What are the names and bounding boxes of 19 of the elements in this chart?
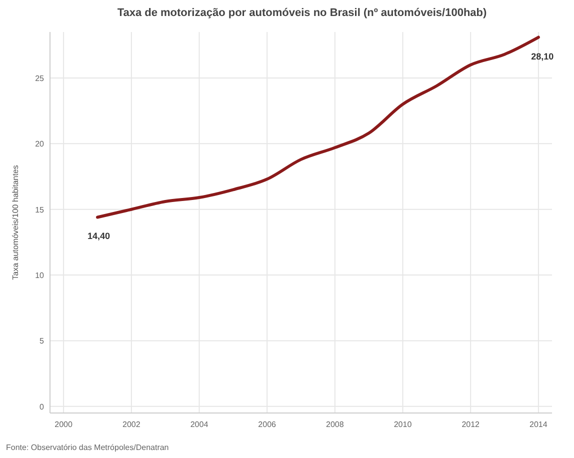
x-tick-label: 2000 <box>54 420 74 429</box>
data-label: 14,40 <box>87 231 110 242</box>
x-tick-label: 2004 <box>190 420 209 429</box>
x-tick-label: 2012 <box>462 420 480 429</box>
x-tick-label: 2002 <box>122 420 141 429</box>
y-tick-label: 0 <box>40 402 45 412</box>
x-tick-label: 2008 <box>326 420 344 429</box>
y-tick-label: 10 <box>35 271 45 280</box>
y-tick-label: 25 <box>35 74 45 83</box>
y-axis-title: Taxa automóveis/100 habitantes <box>11 165 20 280</box>
y-tick-label: 20 <box>35 140 45 149</box>
x-tick-label: 2006 <box>258 420 277 429</box>
y-tick-label: 15 <box>35 205 45 214</box>
y-tick-label: 5 <box>40 336 45 346</box>
source-note: Fonte: Observatório das Metrópoles/Denatran <box>6 443 169 452</box>
chart-title: Taxa de motorização por automóveis no Brasil (nº automóveis/100hab) <box>117 7 488 19</box>
x-tick-label: 2014 <box>530 420 548 429</box>
data-label: 28,10 <box>531 51 554 62</box>
x-tick-label: 2010 <box>394 420 412 429</box>
